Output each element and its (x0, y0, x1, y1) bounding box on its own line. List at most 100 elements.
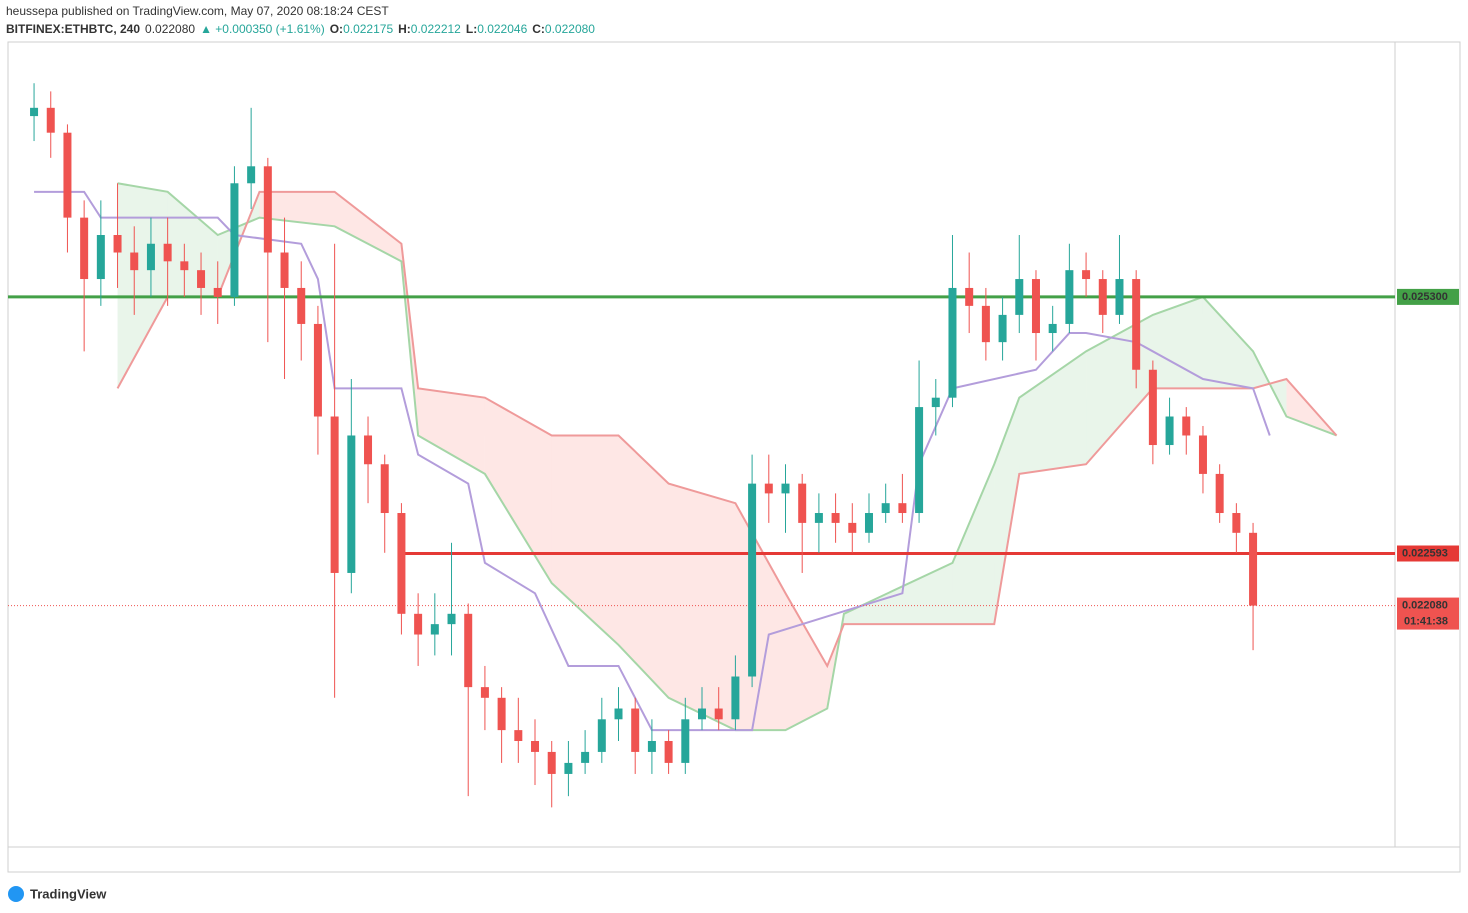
candle-body (80, 217, 89, 280)
candle-body (664, 740, 673, 763)
candle-body (1015, 279, 1024, 315)
candle-body (297, 287, 306, 324)
candle-body (30, 107, 39, 117)
candle-body (898, 503, 907, 514)
publisher: heussepa published on TradingView.com, M… (6, 4, 389, 18)
brand: TradingView (30, 886, 107, 901)
candle-body (998, 314, 1007, 343)
level-tag (1397, 545, 1459, 562)
candle-body (597, 719, 606, 752)
candle-body (798, 483, 807, 523)
low-label: L: (466, 22, 477, 36)
open-label: O: (330, 22, 343, 36)
candle-body (347, 435, 356, 573)
countdown: 01:41:38 (1404, 615, 1448, 627)
candle-body (514, 730, 523, 741)
candle-body (146, 243, 155, 271)
candle-body (781, 483, 790, 494)
low: 0.022046 (477, 22, 527, 36)
change: ▲ +0.000350 (+1.61%) (200, 22, 325, 36)
span-b (116, 190, 1338, 669)
cloud-segment (334, 191, 402, 262)
candle-body (1249, 532, 1258, 606)
candle-body (848, 522, 857, 533)
cloud-segment (259, 191, 335, 227)
candle-body (380, 464, 389, 514)
candle-body (631, 708, 640, 752)
last-price-tag (1397, 597, 1459, 630)
level-label: 0.025300 (1402, 291, 1448, 303)
candle-body (364, 435, 373, 465)
candle-body (981, 305, 990, 343)
cloud-segment (1152, 296, 1203, 389)
candle-body (113, 235, 122, 253)
candle-body (330, 416, 339, 573)
candle-body (915, 407, 924, 514)
candle-body (714, 708, 723, 720)
open: 0.022175 (343, 22, 393, 36)
high: 0.022212 (411, 22, 461, 36)
candle-body (1098, 279, 1107, 315)
symbol: BITFINEX:ETHBTC, 240 (6, 22, 140, 36)
candle-body (313, 323, 322, 417)
candle-body (180, 261, 189, 271)
candle-body (1048, 323, 1057, 334)
candle-body (748, 483, 757, 677)
close: 0.022080 (545, 22, 595, 36)
candle-body (247, 166, 256, 184)
candle-body (881, 503, 890, 514)
level-label: 0.022593 (1402, 547, 1448, 559)
candle-body (564, 762, 573, 774)
cloud-segment (843, 562, 953, 625)
candle-body (63, 132, 72, 218)
candle-body (948, 287, 957, 398)
span-a (117, 182, 1337, 732)
cloud-segment (618, 435, 669, 698)
candle-body (280, 252, 289, 288)
candle-body (447, 613, 456, 625)
last: 0.022080 (145, 22, 195, 36)
candle-body (213, 287, 222, 297)
candle-body (698, 708, 707, 720)
candle-body (581, 751, 590, 763)
close-label: C: (532, 22, 545, 36)
candle-body (531, 740, 540, 752)
cloud-segment (1202, 296, 1254, 389)
cloud-segment (994, 397, 1020, 625)
candle-body (547, 751, 556, 774)
candle-body (814, 513, 823, 523)
candle-body (681, 719, 690, 763)
candle-body (1132, 279, 1141, 370)
cloud-segment (117, 183, 168, 389)
candle-body (230, 183, 239, 297)
candle-body (1148, 369, 1157, 446)
candle-body (614, 708, 623, 720)
candle-body (764, 483, 773, 494)
last-price-label: 0.022080 (1402, 599, 1448, 611)
candle-body (1031, 279, 1040, 334)
candle-body (197, 270, 206, 288)
candle-body (1165, 416, 1174, 446)
candle-body (1065, 270, 1074, 324)
candle-body (464, 613, 473, 688)
candle-body (864, 513, 873, 533)
candle-body (1198, 435, 1207, 474)
candle-body (1232, 513, 1241, 533)
candle-body (46, 107, 55, 133)
candle-body (1082, 270, 1091, 280)
candle-body (731, 676, 740, 720)
candle-body (1115, 279, 1124, 315)
level-tag (1397, 288, 1459, 305)
cloud-segment (735, 503, 786, 731)
symbol-line: BITFINEX:ETHBTC, 240 0.022080 ▲ +0.000350 … (6, 22, 595, 36)
candle-body (497, 697, 506, 731)
candle-body (430, 624, 439, 635)
candle-body (397, 513, 406, 614)
cloud-segment (551, 435, 619, 645)
candle-body (931, 397, 940, 408)
cloud-segment (1019, 351, 1087, 474)
cloud-segment (952, 464, 995, 625)
cloud-segment (785, 593, 828, 731)
